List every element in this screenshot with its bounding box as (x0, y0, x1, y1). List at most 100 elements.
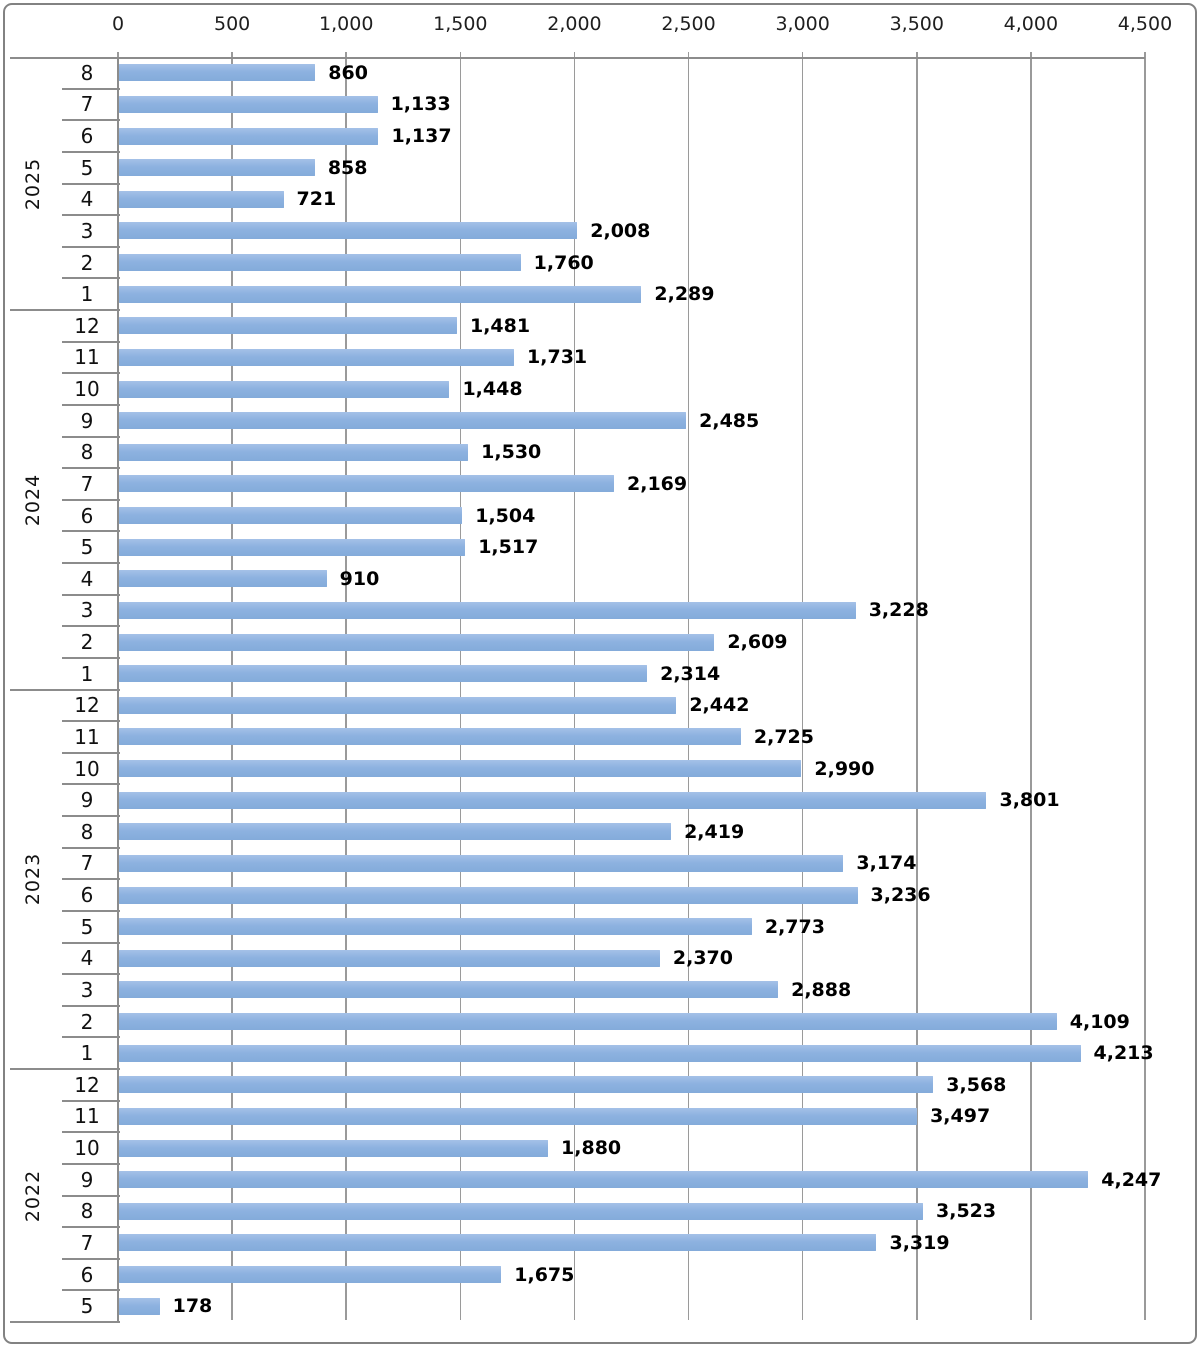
data-bar (119, 285, 642, 303)
month-separator-line (62, 1162, 120, 1165)
month-separator-line (62, 593, 120, 596)
data-bar (119, 538, 466, 556)
bar-value-label: 1,731 (527, 346, 588, 369)
month-separator-line (62, 277, 120, 280)
data-bar (119, 981, 779, 999)
year-separator-line (10, 1068, 120, 1070)
data-bar (119, 348, 515, 366)
bar-value-label: 1,137 (391, 125, 452, 148)
bar-value-label: 858 (327, 156, 368, 179)
data-bar (119, 475, 614, 493)
x-axis-tick-label: 3,500 (889, 13, 944, 35)
month-separator-line (62, 214, 120, 217)
month-tick-label: 3 (80, 598, 94, 623)
month-separator-line (62, 498, 120, 501)
month-tick-label: 6 (80, 1262, 94, 1287)
year-separator-line (10, 1321, 120, 1323)
data-bar (119, 1044, 1081, 1062)
month-separator-line (62, 846, 120, 849)
month-separator-line (62, 909, 120, 912)
data-bar (119, 222, 578, 240)
bar-value-label: 1,530 (481, 441, 542, 464)
bar-value-label: 3,319 (889, 1231, 950, 1254)
month-separator-line (62, 1099, 120, 1102)
gridline (915, 52, 918, 1320)
month-tick-label: 3 (80, 218, 94, 243)
month-separator-line (62, 973, 120, 976)
month-tick-label: 10 (74, 756, 100, 781)
bar-value-label: 4,213 (1093, 1042, 1154, 1065)
bar-value-label: 2,773 (764, 915, 825, 938)
year-group-label: 2024 (22, 473, 44, 526)
month-tick-label: 7 (80, 851, 94, 876)
data-bar (119, 601, 856, 619)
data-bar (119, 1013, 1057, 1031)
month-tick-label: 10 (74, 377, 100, 402)
bar-value-label: 1,133 (390, 93, 451, 116)
bar-value-label: 2,888 (791, 978, 852, 1001)
bar-value-label: 2,314 (660, 662, 721, 685)
bar-value-label: 860 (328, 61, 368, 84)
x-axis-line (10, 57, 1145, 59)
month-tick-label: 6 (80, 503, 94, 528)
month-tick-label: 2 (80, 1009, 94, 1034)
bar-value-label: 3,236 (870, 884, 931, 907)
month-tick-label: 9 (80, 788, 94, 813)
bar-value-label: 178 (172, 1295, 213, 1318)
data-bar (119, 949, 660, 967)
gridline (459, 52, 462, 1320)
month-separator-line (62, 182, 120, 185)
gridline (345, 52, 348, 1320)
year-group-label: 2023 (22, 853, 44, 906)
bar-value-label: 1,517 (478, 536, 539, 559)
bar-value-label: 2,370 (672, 947, 733, 970)
x-axis-tick-label: 0 (111, 13, 125, 35)
data-bar (119, 443, 469, 461)
bar-value-label: 4,109 (1069, 1010, 1130, 1033)
month-tick-label: 6 (80, 883, 94, 908)
data-bar (119, 633, 715, 651)
month-separator-line (62, 878, 120, 881)
month-tick-label: 6 (80, 124, 94, 149)
bar-value-label: 3,523 (936, 1200, 997, 1223)
month-tick-label: 4 (80, 187, 94, 212)
month-separator-line (62, 372, 120, 375)
month-tick-label: 5 (80, 155, 94, 180)
x-axis-tick-label: 500 (213, 13, 251, 35)
gridline (1030, 52, 1032, 1320)
gridline (573, 52, 576, 1320)
month-tick-label: 1 (80, 282, 94, 307)
data-bar (119, 190, 284, 208)
gridline (801, 52, 804, 1320)
month-separator-line (62, 625, 120, 628)
bar-value-label: 2,485 (699, 409, 760, 432)
month-tick-label: 9 (80, 1167, 94, 1192)
month-tick-label: 8 (80, 440, 94, 465)
month-tick-label: 12 (74, 313, 100, 338)
month-separator-line (62, 815, 120, 817)
data-bar (119, 886, 858, 904)
bar-value-label: 3,801 (999, 789, 1060, 812)
month-tick-label: 4 (80, 566, 94, 591)
month-tick-label: 5 (80, 1294, 94, 1319)
month-separator-line (62, 150, 120, 153)
gridline (231, 52, 233, 1320)
bar-value-label: 2,725 (753, 725, 814, 748)
month-separator-line (62, 1131, 120, 1134)
data-bar (119, 1266, 502, 1284)
bar-value-label: 3,174 (856, 852, 917, 875)
x-axis-tick-label: 1,500 (433, 13, 488, 35)
year-separator-line (10, 309, 120, 311)
month-separator-line (62, 340, 120, 343)
bar-value-label: 2,990 (814, 757, 875, 780)
month-tick-label: 10 (74, 1136, 100, 1161)
month-tick-label: 7 (80, 471, 94, 496)
x-axis-tick-label: 4,500 (1117, 13, 1173, 35)
bar-value-label: 1,880 (561, 1137, 622, 1160)
month-separator-line (62, 656, 120, 659)
data-bar (119, 1107, 918, 1125)
month-separator-line (62, 1194, 120, 1197)
data-bar (119, 317, 457, 335)
month-tick-label: 8 (80, 1199, 94, 1224)
month-separator-line (62, 435, 120, 438)
